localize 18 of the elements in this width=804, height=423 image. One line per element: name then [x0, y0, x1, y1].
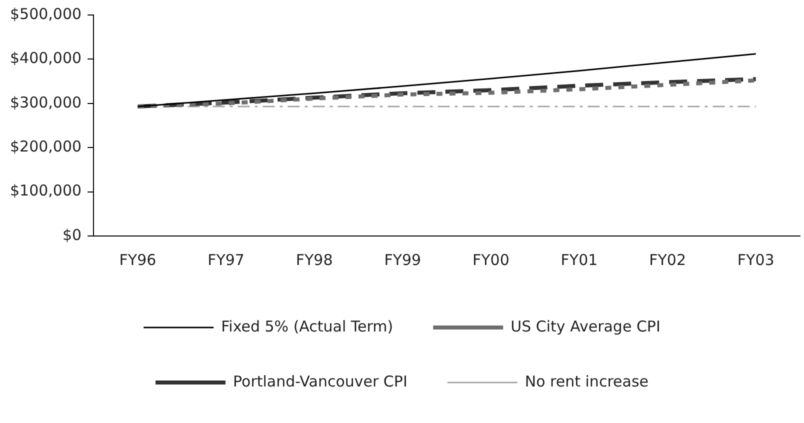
x-tick-label: FY97 — [208, 250, 244, 269]
y-tick-label: $400,000 — [10, 49, 82, 68]
legend-label: Fixed 5% (Actual Term) — [221, 317, 394, 336]
legend-label: No rent increase — [524, 372, 649, 390]
x-tick-label: FY03 — [737, 250, 774, 269]
y-tick-label: $200,000 — [10, 137, 82, 156]
y-tick-label: $0 — [62, 226, 82, 244]
x-tick-label: FY98 — [296, 250, 333, 269]
y-tick-label: $100,000 — [10, 182, 82, 200]
legend-label: Portland-Vancouver CPI — [233, 372, 408, 390]
x-tick-label: FY02 — [649, 250, 686, 269]
x-tick-label: FY99 — [384, 250, 422, 269]
x-tick-label: FY01 — [560, 250, 598, 269]
y-tick-label: $300,000 — [10, 93, 82, 112]
x-tick-label: FY00 — [472, 250, 510, 269]
legend-label: US City Average CPI — [510, 317, 660, 336]
x-tick-label: FY96 — [119, 250, 156, 269]
y-tick-label: $500,000 — [10, 4, 82, 23]
